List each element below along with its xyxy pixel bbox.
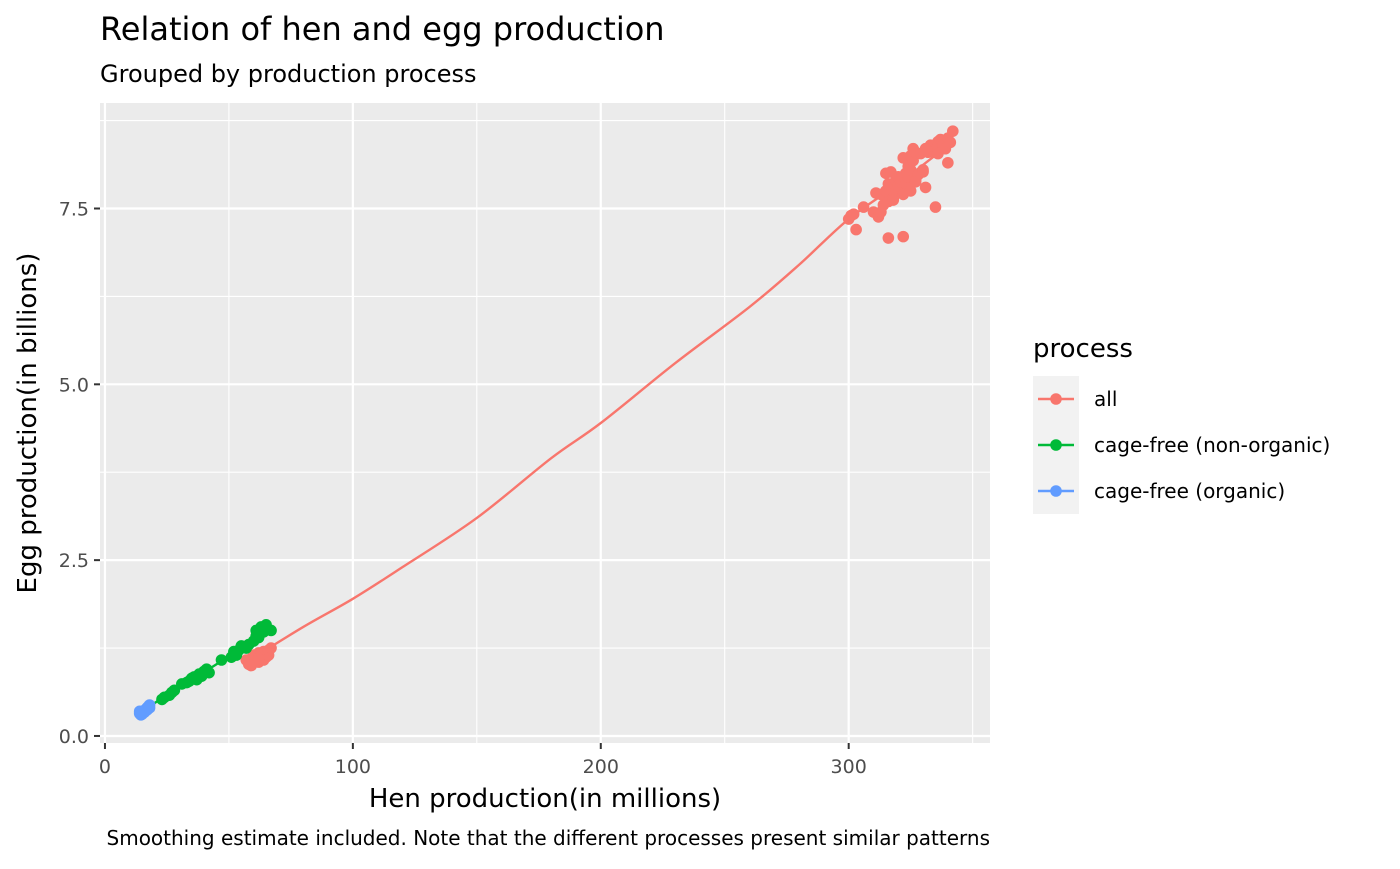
axes: 0 100 200 300 0.0 2.5 5.0 7.5 (59, 198, 867, 778)
data-point-cage-free-non-organic (250, 624, 262, 637)
legend-label: all (1094, 387, 1117, 411)
data-point-cage-free-non-organic (240, 642, 253, 654)
data-point-cage-free-non-organic (265, 624, 277, 637)
x-tick-label: 100 (335, 756, 371, 778)
data-point-all (265, 642, 277, 654)
data-point-all (944, 136, 957, 149)
y-tick-label: 7.5 (59, 198, 89, 220)
data-point-cage-free-non-organic (215, 654, 228, 666)
data-point-all (882, 232, 895, 244)
data-point-all (919, 181, 932, 194)
data-point-all (932, 147, 944, 160)
y-tick-label: 5.0 (59, 374, 89, 396)
data-point-all (875, 206, 887, 218)
data-point-all (850, 223, 862, 236)
data-point-cage-free-organic (143, 702, 156, 714)
legend-label: cage-free (organic) (1094, 479, 1285, 503)
data-point-all (847, 208, 860, 220)
y-tick-label: 2.5 (59, 550, 89, 572)
legend: process all cage-free (non-organic) cage-f… (1033, 334, 1330, 514)
y-tick-label: 0.0 (59, 726, 89, 748)
y-axis-label: Egg production(in billions) (13, 253, 43, 594)
legend-key-point (1050, 393, 1062, 405)
chart-title: Relation of hen and egg production (100, 10, 665, 48)
chart-caption: Smoothing estimate included. Note that t… (107, 826, 990, 850)
x-axis-label: Hen production(in millions) (369, 784, 721, 814)
data-point-all (942, 156, 954, 169)
legend-title: process (1033, 334, 1133, 364)
minor-gridlines (100, 103, 990, 743)
data-point-all (252, 652, 265, 665)
plot-panel (100, 103, 990, 743)
data-point-all (857, 201, 870, 213)
data-point-all (929, 201, 942, 213)
data-point-all (917, 166, 929, 178)
data-point-all (887, 194, 900, 206)
data-point-all (909, 175, 922, 188)
data-point-cage-free-non-organic (203, 666, 215, 679)
x-tick-label: 300 (831, 756, 867, 778)
legend-label: cage-free (non-organic) (1094, 433, 1330, 457)
x-tick-label: 200 (583, 756, 619, 778)
x-tick-label: 0 (99, 756, 111, 778)
data-point-all (897, 230, 910, 243)
legend-key-point (1050, 485, 1062, 497)
data-points (133, 125, 959, 721)
data-point-all (904, 185, 917, 197)
chart-subtitle: Grouped by production process (100, 60, 477, 88)
data-point-all (947, 125, 959, 137)
data-point-cage-free-organic (133, 705, 146, 718)
data-point-all (245, 659, 258, 672)
data-point-all (919, 142, 932, 155)
legend-key-point (1050, 439, 1062, 451)
